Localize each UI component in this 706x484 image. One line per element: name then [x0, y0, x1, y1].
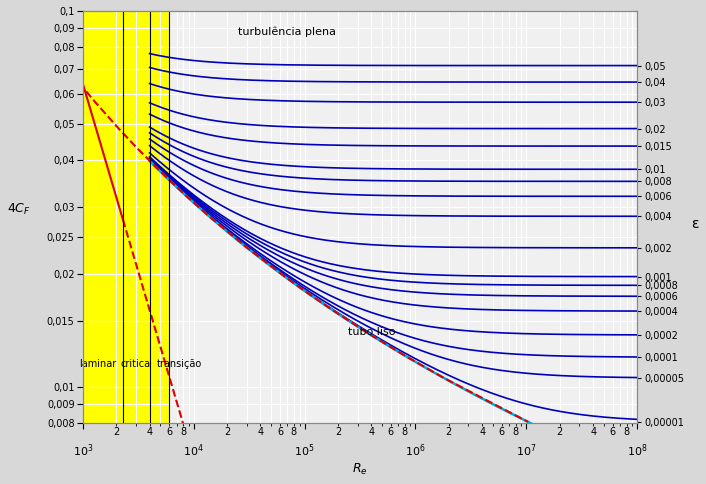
- Y-axis label: $4C_F$: $4C_F$: [7, 202, 31, 217]
- Text: turbulência plena: turbulência plena: [238, 27, 336, 37]
- Y-axis label: ε: ε: [692, 217, 699, 231]
- Text: tubo liso: tubo liso: [347, 327, 395, 337]
- Text: critica: critica: [121, 359, 151, 369]
- X-axis label: $R_e$: $R_e$: [352, 462, 368, 477]
- Text: laminar: laminar: [78, 359, 116, 369]
- Bar: [83, 11, 169, 423]
- Text: transição: transição: [157, 359, 203, 369]
